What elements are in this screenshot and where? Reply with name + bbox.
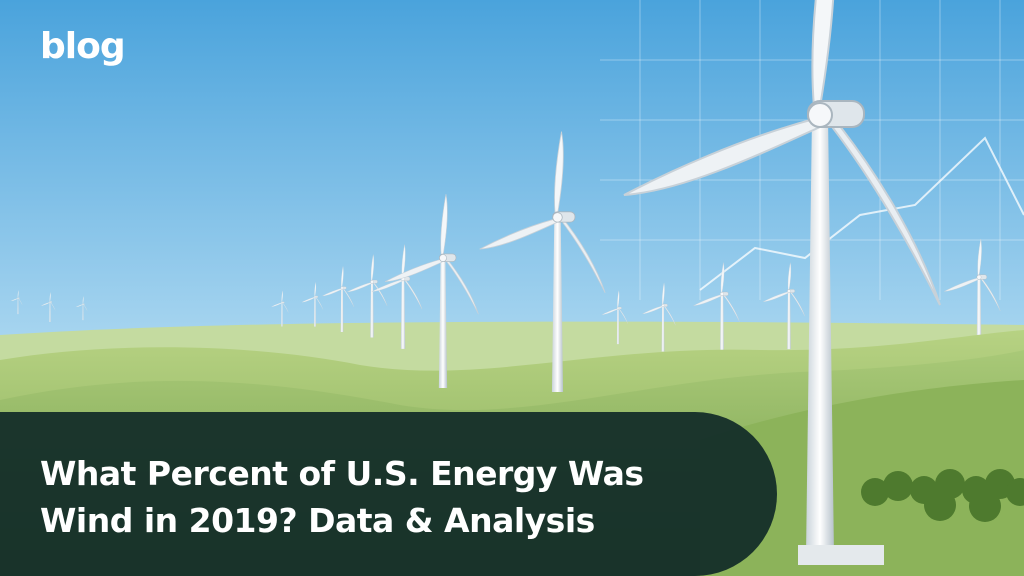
trend-line-overlay: [699, 136, 1024, 291]
trees: [861, 469, 1024, 522]
brand-logo[interactable]: blog: [40, 26, 126, 67]
title-panel: [0, 412, 777, 576]
title-line: Wind in 2019? Data & Analysis: [40, 501, 595, 540]
turbine-base: [798, 545, 884, 565]
title-line: What Percent of U.S. Energy Was: [40, 454, 644, 493]
foreground-hill: [700, 380, 1024, 576]
